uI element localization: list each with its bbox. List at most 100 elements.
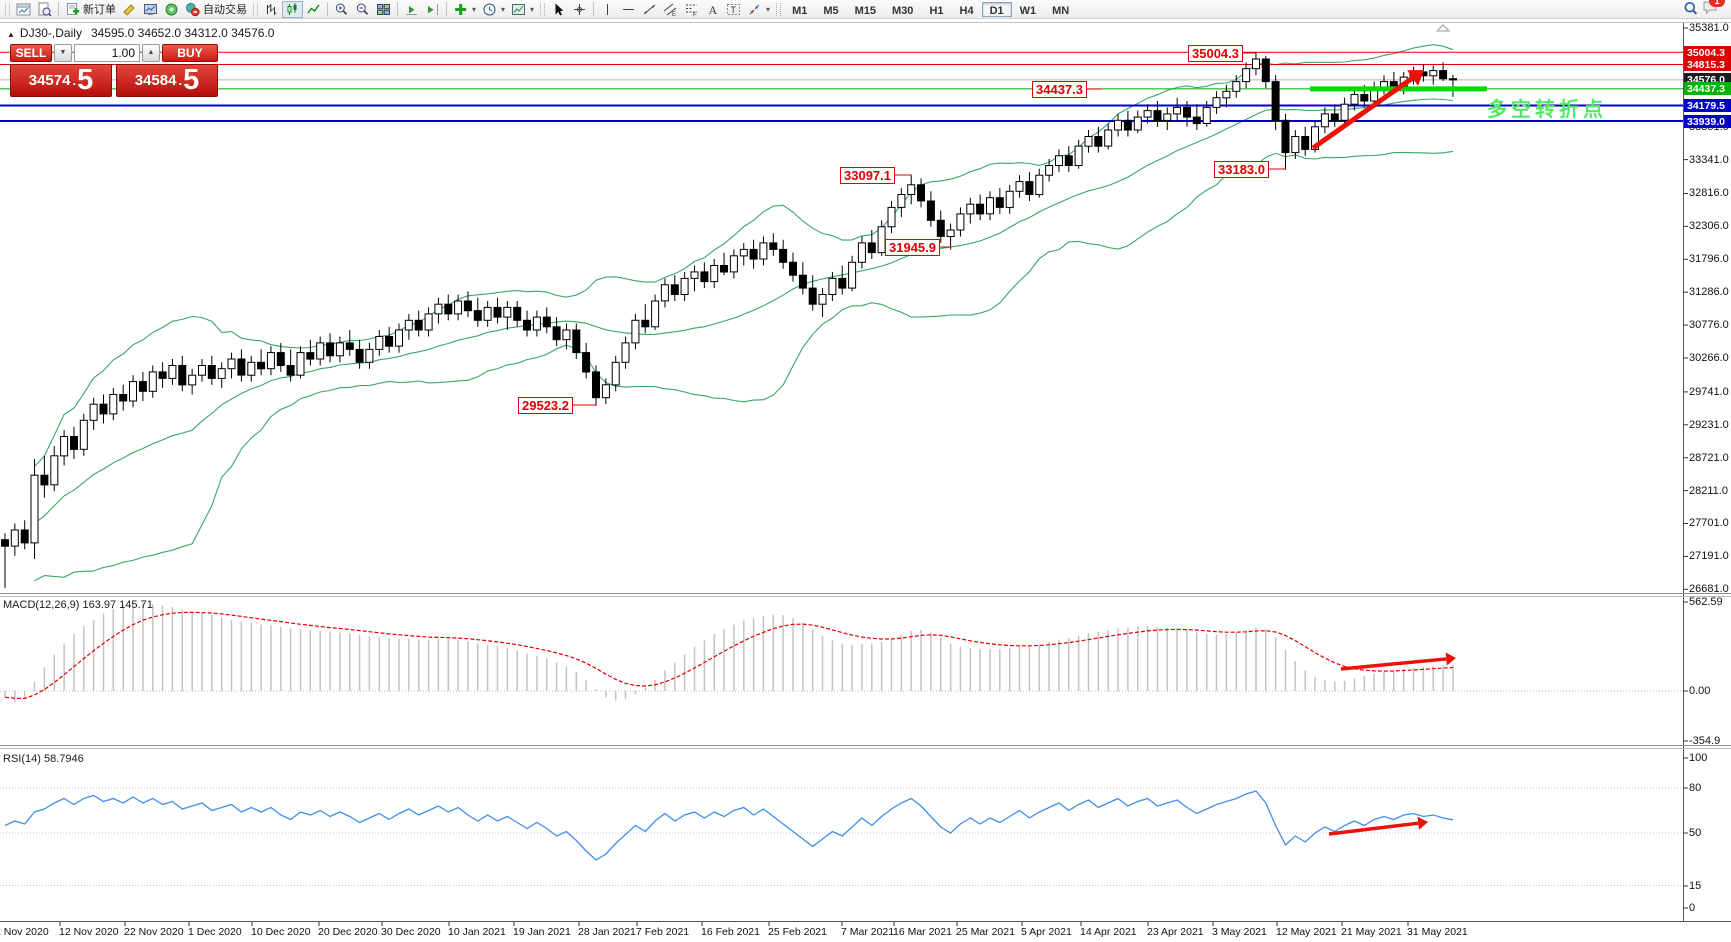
- auto-scroll-icon[interactable]: [401, 1, 422, 18]
- collapse-icon[interactable]: ▲: [7, 30, 15, 39]
- rsi-axis-tick: 0: [1689, 902, 1696, 914]
- arrows-icon[interactable]: ▾: [744, 1, 773, 18]
- timeframe-button-D1[interactable]: D1: [981, 1, 1012, 17]
- x-axis-label: 31 May 2021: [1407, 926, 1468, 938]
- rsi-axis-tick: 50: [1689, 827, 1702, 839]
- price-callout-35004.3[interactable]: 35004.3: [1188, 45, 1243, 62]
- indicators-icon[interactable]: ▾: [450, 1, 479, 18]
- chart-shift-icon[interactable]: [422, 1, 443, 18]
- tile-windows-icon[interactable]: [373, 1, 394, 18]
- y-axis-tick: 31286.0: [1689, 286, 1729, 299]
- text-icon[interactable]: A: [702, 1, 723, 18]
- timeframe-button-M5[interactable]: M5: [815, 2, 846, 17]
- x-axis-label: 12 Nov 2020: [59, 926, 119, 938]
- trend-line-icon[interactable]: [639, 1, 660, 18]
- toolbar-grip[interactable]: [5, 2, 10, 16]
- cursor-icon[interactable]: [548, 1, 569, 18]
- market-watch-icon[interactable]: [140, 1, 161, 18]
- rsi-axis-tick: 80: [1689, 782, 1702, 794]
- chevron-down-icon: ▾: [501, 4, 506, 14]
- macd-values: 163.97 145.71: [82, 599, 153, 611]
- line-chart-icon[interactable]: [303, 1, 324, 18]
- timeframe-button-M15[interactable]: M15: [847, 2, 884, 17]
- macd-axis-tick: 0.00: [1689, 685, 1711, 697]
- toolbar-grip[interactable]: [540, 2, 546, 16]
- x-axis-label: 30 Dec 2020: [381, 926, 441, 938]
- zoom-out-icon[interactable]: [352, 1, 373, 18]
- price-callout-31945.9[interactable]: 31945.9: [885, 239, 940, 256]
- print-preview-icon[interactable]: [34, 1, 55, 18]
- rsi-axis-tick: 15: [1689, 880, 1702, 892]
- horizontal-line-icon[interactable]: [618, 1, 639, 18]
- sounds-icon[interactable]: [161, 1, 182, 18]
- buy-button[interactable]: BUY: [162, 44, 218, 62]
- y-axis-tick: 29231.0: [1689, 418, 1729, 431]
- fibonacci-icon[interactable]: F: [681, 1, 702, 18]
- y-axis-tick: 33341.0: [1689, 153, 1729, 166]
- volume-decrease-button[interactable]: ▼: [54, 44, 72, 62]
- search-icon[interactable]: [1680, 1, 1702, 18]
- y-axis-tick: 35381.0: [1689, 22, 1729, 34]
- ohlc-values: 34595.0 34652.0 34312.0 34576.0: [90, 26, 275, 40]
- svg-text:T: T: [731, 5, 737, 15]
- price-callout-34437.3[interactable]: 34437.3: [1032, 81, 1087, 98]
- x-axis-label: 16 Mar 2021: [893, 926, 952, 938]
- styler-icon[interactable]: [119, 1, 140, 18]
- timeframe-button-H4[interactable]: H4: [952, 2, 982, 17]
- x-axis-label: 2 Nov 2020: [0, 926, 49, 938]
- chart-title: ▲ DJ30-,Daily 34595.0 34652.0 34312.0 3457…: [7, 26, 274, 40]
- autotrade-button[interactable]: 自动交易: [182, 1, 250, 18]
- price-callout-33097.1[interactable]: 33097.1: [840, 167, 895, 184]
- price-badge-34815.3: 34815.3: [1684, 57, 1731, 71]
- y-axis-tick: 32816.0: [1689, 187, 1729, 200]
- x-axis-label: 20 Dec 2020: [318, 926, 378, 938]
- bar-chart-icon[interactable]: [261, 1, 282, 18]
- zoom-in-icon[interactable]: [331, 1, 352, 18]
- chart-shift-marker[interactable]: [1435, 24, 1451, 32]
- crosshair-icon[interactable]: [569, 1, 590, 18]
- buy-price-tile[interactable]: 34584. 5: [116, 64, 218, 97]
- x-axis-label: 7 Mar 2021: [841, 926, 895, 938]
- timeframe-button-M1[interactable]: M1: [784, 2, 815, 17]
- templates-icon[interactable]: ▾: [508, 1, 537, 18]
- price-callout-29523.2[interactable]: 29523.2: [518, 397, 573, 414]
- x-axis-label: 28 Jan 2021: [578, 926, 636, 938]
- equidistant-channel-icon[interactable]: E: [660, 1, 681, 18]
- decimal-point: .: [72, 73, 77, 88]
- y-axis-tick: 32306.0: [1689, 220, 1729, 233]
- svg-text:A: A: [709, 3, 718, 17]
- decimal-point: .: [178, 73, 183, 88]
- sell-price-main: 34574: [28, 72, 71, 89]
- turning-point-annotation[interactable]: 多空转折点: [1487, 99, 1607, 121]
- volume-input[interactable]: 1.00: [74, 44, 140, 62]
- y-axis-tick: 28211.0: [1689, 484, 1728, 497]
- svg-text:F: F: [693, 12, 697, 17]
- candle-chart-icon[interactable]: [282, 0, 303, 18]
- volume-increase-button[interactable]: ▲: [142, 44, 160, 62]
- text-label-icon[interactable]: T: [723, 1, 744, 18]
- toolbar-grip[interactable]: [253, 2, 258, 16]
- toolbar-separator: [58, 2, 59, 16]
- timeframe-button-W1[interactable]: W1: [1012, 2, 1045, 17]
- y-axis-tick: 26681.0: [1689, 583, 1729, 596]
- periods-icon[interactable]: ▾: [479, 1, 508, 18]
- vertical-line-icon[interactable]: [597, 1, 618, 18]
- toolbar-separator: [446, 2, 447, 16]
- new-order-button[interactable]: 新订单: [62, 1, 119, 18]
- timeframe-button-H1[interactable]: H1: [921, 2, 951, 17]
- sell-button[interactable]: SELL: [10, 44, 52, 62]
- price-badge-34179.5: 34179.5: [1684, 99, 1731, 113]
- x-axis-label: 5 Apr 2021: [1021, 926, 1072, 938]
- chat-icon[interactable]: 1: [1702, 0, 1725, 20]
- timeframe-button-MN[interactable]: MN: [1044, 2, 1077, 17]
- price-badge-34437.3: 34437.3: [1684, 82, 1731, 96]
- price-callout-33183.0[interactable]: 33183.0: [1214, 161, 1269, 178]
- timeframe-button-M30[interactable]: M30: [884, 2, 921, 17]
- x-axis-label: 19 Jan 2021: [513, 926, 571, 938]
- sell-price-tile[interactable]: 34574. 5: [10, 64, 112, 97]
- y-axis-tick: 30776.0: [1689, 319, 1729, 332]
- toolbar-grip[interactable]: [776, 2, 782, 16]
- x-axis-label: 25 Mar 2021: [956, 926, 1015, 938]
- chart-window-icon[interactable]: [13, 1, 34, 18]
